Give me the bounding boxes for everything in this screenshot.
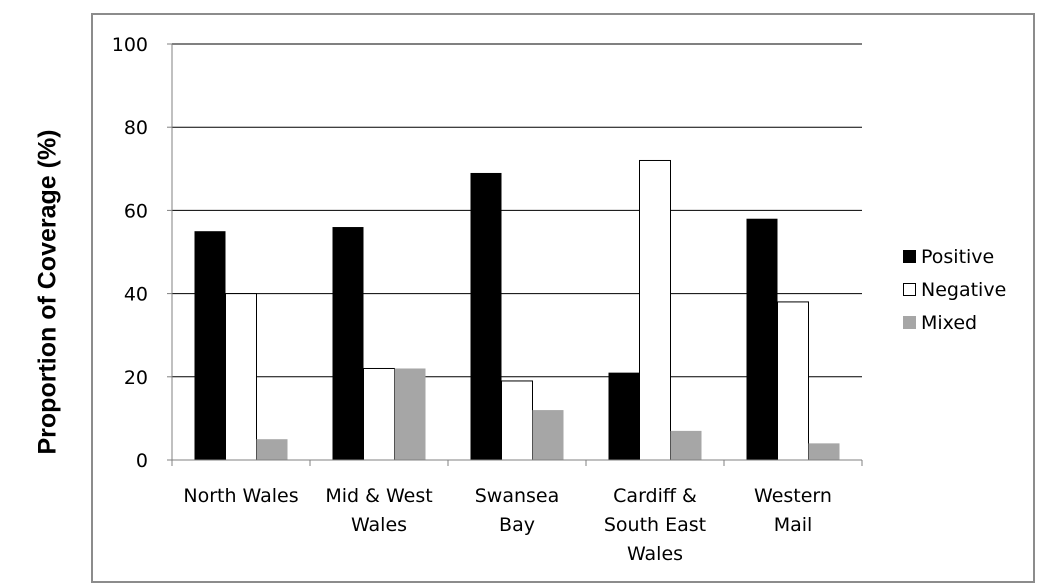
bar-mixed [532, 410, 564, 460]
legend-swatch [903, 283, 916, 296]
legend-swatch [903, 316, 916, 329]
x-category-label-line: North Wales [183, 485, 298, 507]
y-tick-label: 60 [124, 200, 148, 222]
x-category-label: Western Mail [754, 485, 832, 536]
bar-positive [608, 372, 640, 460]
bar-positive [746, 218, 778, 460]
legend: Positive Negative Mixed [903, 240, 1033, 339]
bar-mixed [808, 443, 840, 460]
x-category-label: Cardiff & South East Wales [604, 485, 706, 565]
x-category-label-line: Cardiff & [613, 485, 697, 507]
bar-negative [639, 159, 671, 461]
bar-negative [225, 293, 257, 461]
y-tick-label: 0 [136, 450, 148, 472]
x-category-label-line: Wales [351, 514, 407, 536]
y-tick-label: 40 [124, 284, 148, 306]
x-category-label-line: Mid & West [325, 485, 432, 507]
bar-mixed [394, 368, 426, 460]
x-category-label-line: Wales [627, 543, 683, 565]
legend-label: Positive [921, 245, 995, 268]
x-category-label-line: Swansea [475, 485, 560, 507]
legend-label: Mixed [921, 311, 978, 334]
legend-label: Negative [921, 278, 1007, 301]
y-tick-label: 100 [112, 34, 148, 56]
x-category-label-line: South East [604, 514, 706, 536]
bar-positive [332, 227, 364, 460]
y-tick-label: 20 [124, 367, 148, 389]
bar-negative [777, 301, 809, 461]
x-category-label-line: Bay [499, 514, 535, 536]
legend-item-negative: Negative [903, 273, 1033, 306]
legend-item-positive: Positive [903, 240, 1033, 273]
bar-positive [470, 172, 502, 460]
legend-item-mixed: Mixed [903, 306, 1033, 339]
bar-positive [194, 231, 226, 460]
x-category-label: Swansea Bay [475, 485, 560, 536]
x-category-label-line: Western [754, 485, 832, 507]
bar-mixed [256, 439, 288, 460]
bar-negative [363, 367, 395, 461]
x-category-label-line: Mail [774, 514, 813, 536]
x-category-label: North Wales [183, 485, 298, 507]
y-tick-label: 80 [124, 117, 148, 139]
bar-negative [501, 380, 533, 461]
legend-swatch [903, 250, 916, 263]
bar-mixed [670, 430, 702, 460]
x-category-label: Mid & West Wales [325, 485, 432, 536]
